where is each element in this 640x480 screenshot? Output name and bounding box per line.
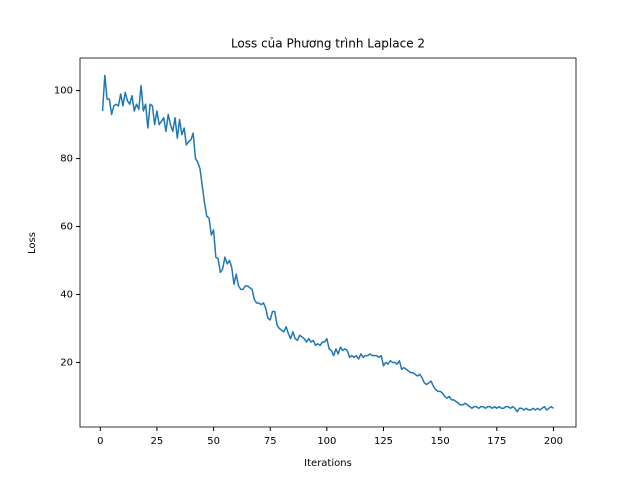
plot-frame <box>79 57 577 428</box>
loss-line <box>101 74 554 413</box>
y-tick-label: 40 <box>60 289 73 300</box>
x-tick-label: 100 <box>317 436 336 447</box>
x-tick-label: 150 <box>431 436 450 447</box>
x-tick-label: 175 <box>487 436 506 447</box>
x-tick-label: 75 <box>264 436 277 447</box>
y-tick-label: 100 <box>54 86 73 97</box>
x-tick-label: 25 <box>151 436 164 447</box>
x-tick-label: 50 <box>207 436 220 447</box>
y-tick-label: 60 <box>60 222 73 233</box>
y-tick-label: 20 <box>60 357 73 368</box>
chart-title: Loss của Phương trình Laplace 2 <box>231 37 425 51</box>
y-axis-label: Loss <box>27 232 38 254</box>
x-tick-label: 125 <box>374 436 393 447</box>
y-tick-label: 80 <box>60 154 73 165</box>
x-tick-label: 200 <box>544 436 563 447</box>
x-tick-label: 0 <box>97 436 103 447</box>
x-axis-label: Iterations <box>304 458 352 469</box>
